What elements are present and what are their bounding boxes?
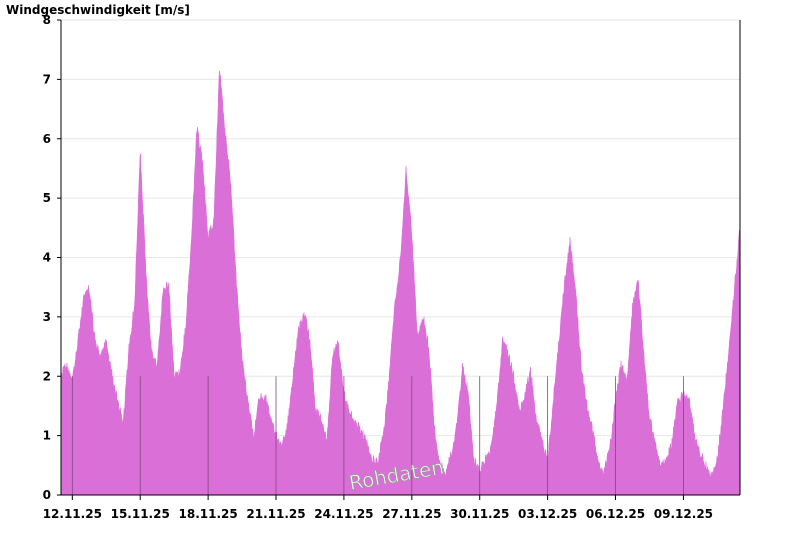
wind-speed-area bbox=[60, 70, 741, 496]
y-tick-label: 3 bbox=[43, 310, 51, 324]
y-tick-label: 0 bbox=[43, 488, 51, 502]
x-tick-label: 30.11.25 bbox=[450, 507, 509, 521]
plot-area bbox=[60, 70, 741, 496]
y-tick-label: 6 bbox=[43, 132, 51, 146]
x-tick-label: 15.11.25 bbox=[111, 507, 170, 521]
y-tick-label: 8 bbox=[43, 13, 51, 27]
x-tick-label: 18.11.25 bbox=[179, 507, 238, 521]
y-tick-label: 4 bbox=[43, 251, 51, 265]
x-ticks: 12.11.25 15.11.25 18.11.25 21.11.25 24.11.25… bbox=[43, 495, 713, 521]
y-axis-label: Windgeschwindigkeit [m/s] bbox=[6, 3, 190, 17]
y-ticks: 0 1 2 3 4 5 6 7 8 bbox=[43, 13, 61, 502]
y-tick-label: 5 bbox=[43, 191, 51, 205]
y-tick-label: 7 bbox=[43, 72, 51, 86]
x-tick-label: 24.11.25 bbox=[314, 507, 373, 521]
x-tick-label: 12.11.25 bbox=[43, 507, 102, 521]
y-tick-label: 2 bbox=[43, 369, 51, 383]
day-separators bbox=[71, 376, 684, 495]
y-tick-label: 1 bbox=[43, 429, 51, 443]
x-tick-label: 06.12.25 bbox=[586, 507, 645, 521]
x-tick-label: 27.11.25 bbox=[382, 507, 441, 521]
x-tick-label: 03.12.25 bbox=[518, 507, 577, 521]
x-tick-label: 09.12.25 bbox=[654, 507, 713, 521]
x-tick-label: 21.11.25 bbox=[246, 507, 305, 521]
